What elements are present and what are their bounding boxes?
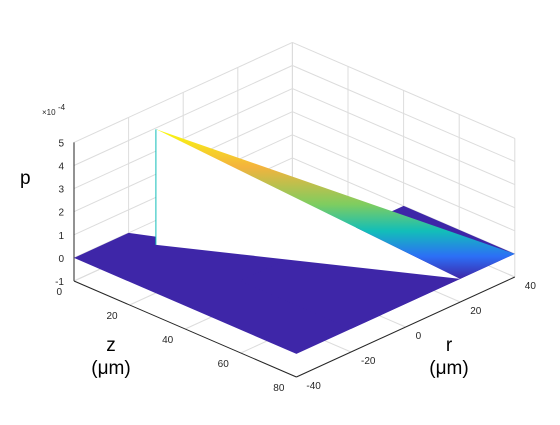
exponent-label: ×10 -4 xyxy=(42,103,66,117)
y-tick-label: 0 xyxy=(416,331,422,342)
z-tick-label: 4 xyxy=(58,162,64,173)
x-tick-label: 0 xyxy=(56,287,62,298)
surface-floor-front xyxy=(74,232,461,354)
x-tick-label: 20 xyxy=(106,311,118,322)
z-tick-label: 3 xyxy=(58,185,64,196)
wall-grid-p2 xyxy=(73,41,293,143)
x-axis-label-line2: (μm) xyxy=(91,358,130,379)
x-tick-label: 80 xyxy=(273,383,285,394)
wall-grid-p1 xyxy=(292,111,515,209)
z-tick-label: 2 xyxy=(58,208,64,219)
z-tick-label: 5 xyxy=(58,138,64,149)
wall-grid-p1 xyxy=(292,88,515,186)
surface-shadow xyxy=(156,129,461,279)
exponent-power: -4 xyxy=(58,103,66,112)
x-axis-label-line1: z xyxy=(106,335,116,356)
z-tick-label: 1 xyxy=(58,231,64,242)
y-tick-label: -20 xyxy=(361,356,376,367)
z-tick-label: -1 xyxy=(55,277,64,288)
wall-grid-p1 xyxy=(292,134,515,232)
surface-ramp xyxy=(101,129,515,279)
z-tick-label: 0 xyxy=(58,254,64,265)
surface-layer xyxy=(74,129,515,354)
x-tick-label: 40 xyxy=(162,335,174,346)
y-tick-label: 40 xyxy=(525,281,537,292)
y-axis-line xyxy=(296,276,516,378)
wall-grid-p2 xyxy=(73,88,293,190)
y-axis-label-line1: r xyxy=(446,335,453,356)
x-axis-line xyxy=(73,280,297,378)
z-axis-label: p xyxy=(20,168,31,189)
wall-grid-p1 xyxy=(292,65,515,162)
exponent-base: ×10 xyxy=(42,108,56,117)
wall-grid-p1 xyxy=(292,41,515,139)
wall-grid-p1 xyxy=(292,157,515,255)
x-tick-label: 60 xyxy=(218,359,230,370)
y-tick-label: -40 xyxy=(306,381,321,392)
wall-grid-p2 xyxy=(73,65,293,166)
y-axis-label-line2: (μm) xyxy=(429,358,468,379)
y-tick-label: 20 xyxy=(470,306,482,317)
